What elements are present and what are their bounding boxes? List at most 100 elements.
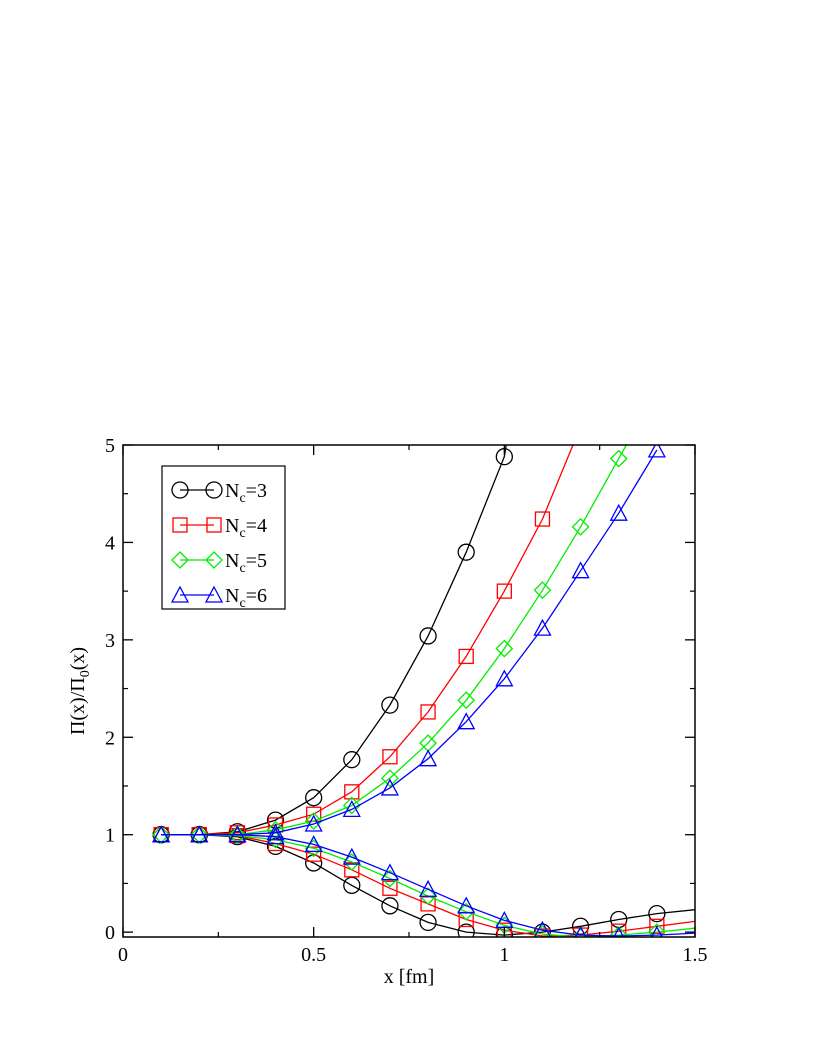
data-point-nc-6-lower xyxy=(418,879,438,897)
data-point-nc-3-upper xyxy=(343,751,361,769)
legend-label-sub: c xyxy=(239,491,245,506)
legend-marker-nc-6 xyxy=(170,585,190,603)
data-point-nc-6-upper xyxy=(457,712,476,730)
data-point-nc-4-upper xyxy=(458,648,474,665)
data-point-nc-5-upper xyxy=(381,769,399,788)
y-axis-label-main: Π(x)/Π xyxy=(67,677,89,735)
x-tick-label: 1 xyxy=(499,944,509,966)
legend: Nc=3Nc=4Nc=5Nc=6 xyxy=(161,465,286,611)
legend-label-sub: c xyxy=(239,561,245,576)
data-point-nc-5-upper xyxy=(342,796,361,815)
data-point-nc-6-upper xyxy=(533,618,552,636)
legend-label-nc-6: Nc=6 xyxy=(225,585,267,611)
data-point-nc-5-lower xyxy=(609,926,628,937)
x-tick-label: 0.5 xyxy=(301,944,326,966)
data-point-nc-6-lower xyxy=(266,827,285,845)
data-point-nc-4-lower xyxy=(344,862,360,878)
data-point-nc-6-lower xyxy=(380,863,400,881)
data-point-nc-5-lower xyxy=(647,923,666,937)
data-point-nc-6-upper xyxy=(609,503,628,521)
legend-label-main: N xyxy=(225,585,239,607)
legend-marker-nc-3 xyxy=(171,481,189,499)
y-tick-label: 3 xyxy=(105,630,115,652)
data-point-nc-5-upper xyxy=(228,825,247,844)
data-point-nc-4-lower xyxy=(306,846,322,862)
data-point-nc-6-upper xyxy=(380,778,400,796)
data-point-nc-6-lower xyxy=(228,825,247,843)
y-tick-label: 5 xyxy=(105,435,115,457)
data-point-nc-4-lower xyxy=(496,922,512,937)
data-point-nc-4-lower xyxy=(382,880,398,896)
y-tick-label: 0 xyxy=(105,922,115,944)
data-point-nc-6-lower xyxy=(650,925,663,937)
y-tick-label: 4 xyxy=(105,532,115,554)
data-point-nc-6-upper xyxy=(342,799,361,818)
legend-label-main: N xyxy=(225,480,239,502)
data-point-nc-6-lower xyxy=(190,825,209,843)
data-point-nc-5-lower xyxy=(419,887,437,906)
legend-label-nc-3: Nc=3 xyxy=(225,480,267,506)
series-line-nc-6-lower xyxy=(161,834,695,937)
data-point-nc-5-lower xyxy=(152,825,171,844)
data-point-nc-4-upper xyxy=(382,749,398,765)
data-point-nc-4-upper xyxy=(420,704,436,720)
data-point-nc-4-upper xyxy=(344,784,360,800)
data-point-nc-6-lower xyxy=(613,926,625,937)
data-point-nc-5-upper xyxy=(571,517,590,536)
data-point-nc-4-upper xyxy=(496,583,512,599)
x-tick-label: 0 xyxy=(118,944,128,966)
data-point-nc-6-lower xyxy=(304,835,323,853)
data-point-nc-6-upper xyxy=(418,749,438,767)
data-point-nc-3-upper xyxy=(381,696,399,714)
data-point-nc-6-lower xyxy=(574,925,587,937)
data-point-nc-6-upper xyxy=(571,561,590,579)
data-point-nc-3-upper xyxy=(457,543,475,561)
data-point-nc-3-lower xyxy=(457,923,475,937)
legend-label-tail: =4 xyxy=(246,515,267,537)
data-point-nc-3-lower xyxy=(419,913,437,932)
y-axis-label: Π(x)/Π0(x) xyxy=(67,647,93,735)
data-point-nc-5-upper xyxy=(533,581,552,600)
y-tick-label: 1 xyxy=(105,825,115,847)
data-point-nc-3-upper xyxy=(305,789,323,807)
legend-marker-nc-4 xyxy=(172,517,188,533)
data-point-nc-5-upper xyxy=(266,820,285,839)
legend-label-sub: c xyxy=(239,526,245,541)
legend-marker-nc-6 xyxy=(204,585,224,603)
y-tick-label: 2 xyxy=(105,727,115,749)
data-point-nc-4-lower xyxy=(649,918,665,934)
legend-label-tail: =5 xyxy=(246,550,267,572)
tick-layer: 0 0.5 1 1.5 0 1 2 3 4 5 xyxy=(105,435,708,966)
series-line-nc-3-lower xyxy=(161,834,695,936)
series-line-nc-3-upper xyxy=(161,445,507,836)
legend-label-sub: c xyxy=(239,596,245,611)
data-point-nc-6-upper xyxy=(266,823,285,841)
data-point-nc-6-upper xyxy=(647,445,666,458)
series-line-nc-5-lower xyxy=(161,834,695,937)
plot-area: 0 0.5 1 1.5 0 1 2 3 4 5 xyxy=(105,435,708,966)
y-axis-label-sub: 0 xyxy=(78,670,93,677)
legend-marker-nc-4 xyxy=(206,517,222,533)
legend-label-main: N xyxy=(225,515,239,537)
data-point-nc-5-upper xyxy=(304,812,323,830)
legend-label-main: N xyxy=(225,550,239,572)
data-point-nc-6-upper xyxy=(304,814,323,832)
legend-marker-nc-5 xyxy=(171,551,189,569)
data-point-nc-6-lower xyxy=(457,896,476,914)
data-point-nc-4-lower xyxy=(611,923,627,937)
legend-label-tail: =6 xyxy=(246,585,267,607)
legend-label-nc-5: Nc=5 xyxy=(225,550,267,576)
legend-entries: Nc=3Nc=4Nc=5Nc=6 xyxy=(170,480,267,611)
data-point-nc-3-lower xyxy=(648,904,666,923)
data-point-nc-5-upper xyxy=(609,449,628,468)
data-point-nc-4-upper xyxy=(534,511,551,527)
data-point-nc-5-lower xyxy=(228,826,247,845)
data-point-nc-3-upper xyxy=(419,627,437,645)
data-point-nc-6-lower xyxy=(152,825,171,843)
x-axis-label: x [fm] xyxy=(384,966,435,988)
x-tick-label: 1.5 xyxy=(683,944,708,966)
data-point-nc-6-lower xyxy=(342,847,361,865)
data-point-nc-3-lower xyxy=(571,917,590,935)
data-point-nc-3-lower xyxy=(305,854,323,872)
